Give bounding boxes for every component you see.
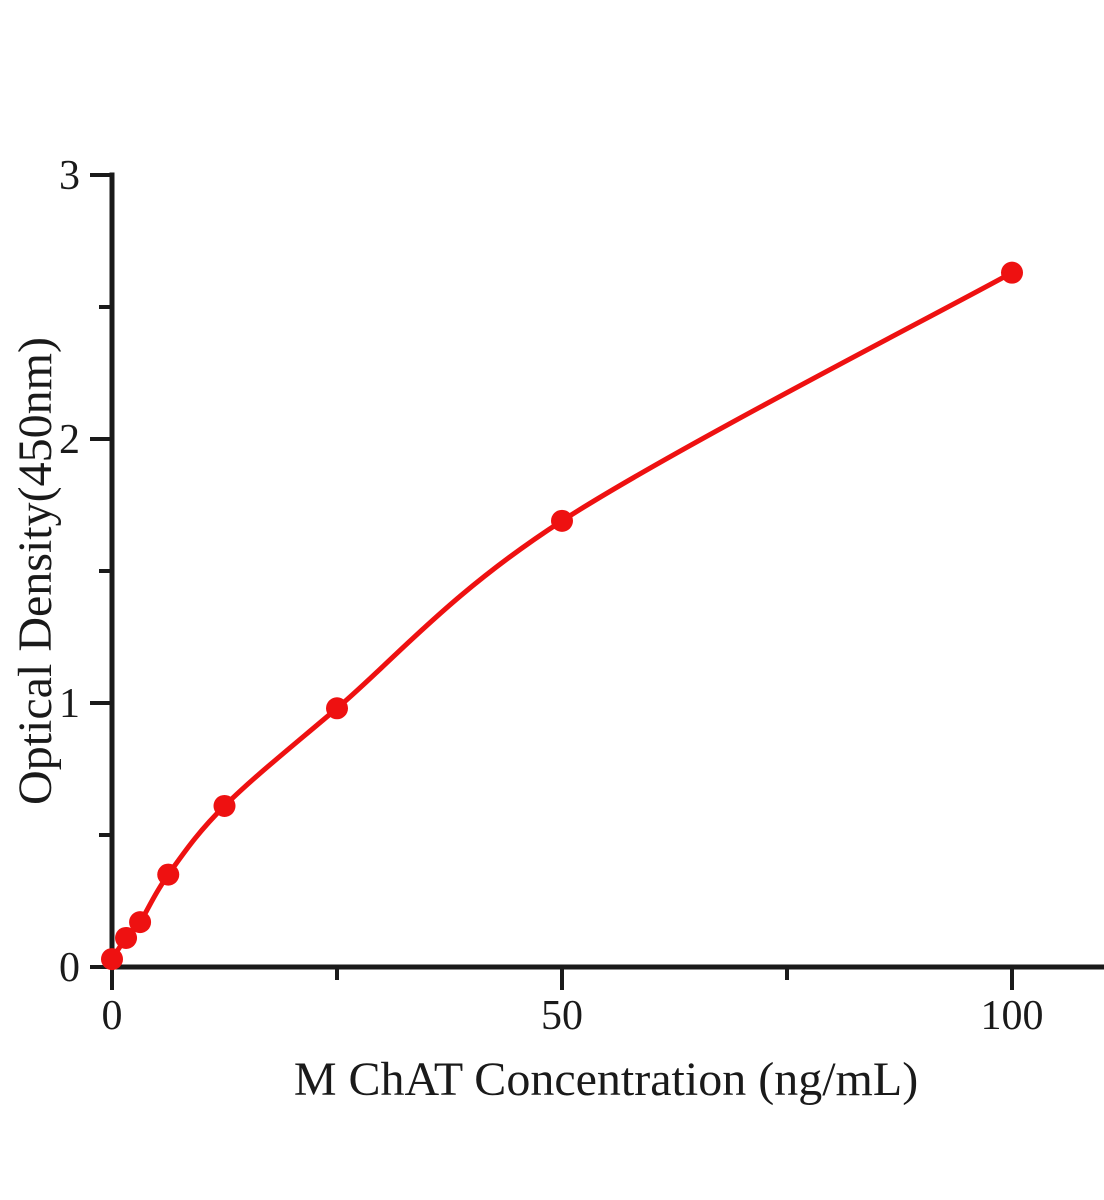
data-point-marker [551, 509, 573, 532]
data-point-marker [115, 926, 138, 949]
data-point-marker [101, 948, 123, 971]
y-axis-title: Optical Density(450nm) [9, 337, 62, 805]
data-point-marker [326, 697, 348, 720]
standard-curve-line [109, 270, 1015, 962]
y-axis-tick-label: 1 [59, 681, 80, 727]
y-axis-tick-label: 0 [59, 945, 80, 991]
x-axis-tick-label: 0 [102, 993, 123, 1039]
x-axis-title: M ChAT Concentration (ng/mL) [293, 1053, 919, 1106]
data-point-marker [157, 863, 180, 886]
data-point-marker [213, 794, 236, 817]
y-axis-tick-label: 2 [59, 417, 80, 463]
data-point-marker [1001, 261, 1023, 284]
x-axis-tick-label: 100 [981, 993, 1044, 1039]
x-axis-tick-label: 50 [541, 993, 583, 1039]
y-axis-tick-label: 3 [59, 153, 80, 199]
data-point-marker [129, 911, 152, 934]
